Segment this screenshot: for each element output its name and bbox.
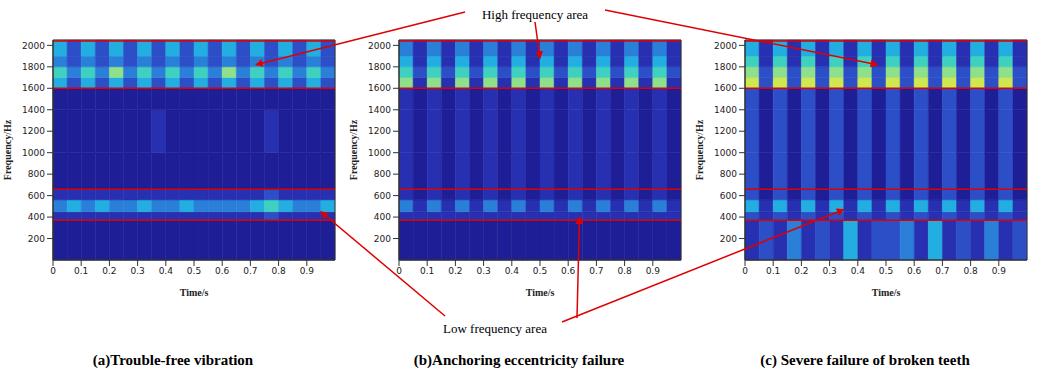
svg-text:0.4: 0.4 [851,266,866,276]
svg-text:200: 200 [28,234,45,244]
svg-text:0.1: 0.1 [766,266,780,276]
svg-text:1600: 1600 [714,83,737,93]
svg-text:Time/s: Time/s [180,287,209,298]
svg-text:0.2: 0.2 [448,266,462,276]
svg-text:0.6: 0.6 [561,266,576,276]
svg-text:Low frequency area: Low frequency area [443,321,547,336]
svg-text:600: 600 [720,191,737,201]
html-text:(c) Severe failure of broken t: (c) Severe failure of broken teeth [760,352,970,368]
svg-text:2000: 2000 [368,41,391,51]
svg-text:1400: 1400 [368,105,391,115]
svg-text:1800: 1800 [22,62,45,72]
svg-text:400: 400 [720,212,737,222]
svg-text:0.4: 0.4 [159,266,174,276]
svg-text:0.7: 0.7 [243,266,257,276]
svg-text:Frequency/Hz: Frequency/Hz [348,119,359,180]
html-text:(a)Trouble-free vibration: (a)Trouble-free vibration [92,352,254,368]
svg-text:400: 400 [28,212,45,222]
svg-text:0.2: 0.2 [102,266,116,276]
svg-text:0: 0 [50,266,56,276]
svg-text:1400: 1400 [22,105,45,115]
html-text:(b)Anchoring eccentricity fail: (b)Anchoring eccentricity failure [413,352,625,368]
svg-text:1200: 1200 [22,126,45,136]
svg-text:0.3: 0.3 [822,266,836,276]
svg-text:2000: 2000 [714,41,737,51]
svg-text:0.8: 0.8 [271,266,286,276]
svg-text:800: 800 [374,169,391,179]
svg-text:800: 800 [720,169,737,179]
svg-text:1200: 1200 [368,126,391,136]
svg-text:0: 0 [396,266,402,276]
svg-text:0: 0 [742,266,748,276]
svg-text:0.3: 0.3 [476,266,490,276]
svg-text:600: 600 [374,191,391,201]
svg-text:0.1: 0.1 [74,266,88,276]
svg-text:0.5: 0.5 [187,266,201,276]
svg-text:0.9: 0.9 [300,266,315,276]
svg-text:800: 800 [28,169,45,179]
svg-text:0.8: 0.8 [617,266,632,276]
svg-text:0.3: 0.3 [130,266,144,276]
svg-text:1000: 1000 [368,148,391,158]
svg-text:Time/s: Time/s [526,287,555,298]
svg-text:1600: 1600 [22,83,45,93]
svg-text:1000: 1000 [714,148,737,158]
svg-text:0.9: 0.9 [992,266,1007,276]
svg-text:400: 400 [374,212,391,222]
svg-text:200: 200 [720,234,737,244]
svg-text:1800: 1800 [714,62,737,72]
svg-text:0.6: 0.6 [215,266,230,276]
svg-text:600: 600 [28,191,45,201]
svg-text:0.2: 0.2 [794,266,808,276]
svg-text:0.4: 0.4 [505,266,520,276]
svg-text:Frequency/Hz: Frequency/Hz [694,119,705,180]
svg-text:0.5: 0.5 [879,266,893,276]
svg-text:2000: 2000 [22,41,45,51]
svg-text:Time/s: Time/s [872,287,901,298]
svg-text:0.7: 0.7 [589,266,603,276]
svg-text:1800: 1800 [368,62,391,72]
svg-text:200: 200 [374,234,391,244]
svg-text:1600: 1600 [368,83,391,93]
svg-text:0.9: 0.9 [646,266,661,276]
svg-text:High frequency area: High frequency area [482,7,588,22]
svg-text:1200: 1200 [714,126,737,136]
svg-text:1400: 1400 [714,105,737,115]
svg-text:0.5: 0.5 [533,266,547,276]
svg-text:0.7: 0.7 [935,266,949,276]
svg-text:0.8: 0.8 [963,266,978,276]
svg-text:0.6: 0.6 [907,266,922,276]
svg-text:1000: 1000 [22,148,45,158]
svg-text:0.1: 0.1 [420,266,434,276]
svg-text:Frequency/Hz: Frequency/Hz [2,119,13,180]
